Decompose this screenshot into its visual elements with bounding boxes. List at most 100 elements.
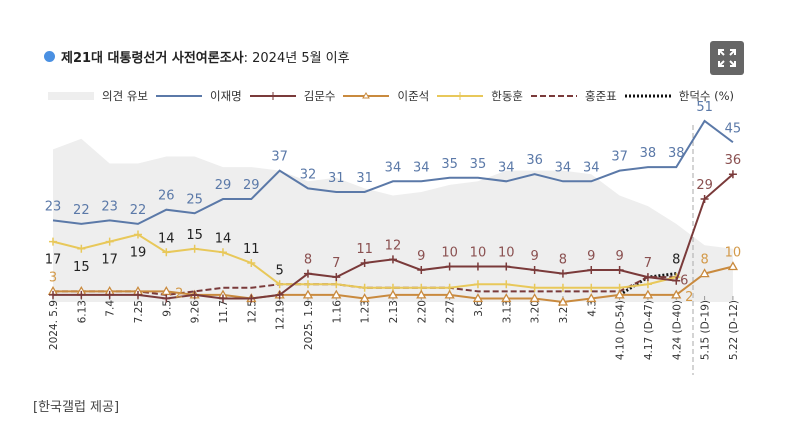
data-point: [473, 280, 482, 289]
legend-item: 김문수: [249, 88, 335, 104]
chart-title: 제21대 대통령선거 사전여론조사 : 2024년 5월 이후: [44, 47, 350, 66]
data-label: 10: [470, 246, 487, 261]
data-label: 35: [470, 157, 487, 172]
x-tick-label: 3.20: [530, 300, 542, 323]
legend-label: 이재명: [209, 89, 242, 103]
data-point: [105, 237, 114, 246]
data-point: [360, 283, 369, 292]
data-point: [331, 289, 342, 299]
data-label: 22: [73, 203, 90, 218]
data-label: 3: [49, 270, 57, 285]
data-label: 8: [559, 253, 567, 268]
data-point: [587, 266, 596, 275]
x-tick-label: 3.13: [501, 300, 513, 323]
data-point: [643, 280, 652, 289]
data-point: [302, 289, 314, 299]
data-point: [530, 283, 539, 292]
data-point: [416, 289, 427, 299]
data-label: 9: [530, 249, 538, 264]
data-label: 11: [243, 242, 260, 257]
data-label: 34: [555, 160, 572, 175]
expand-button[interactable]: [710, 41, 744, 75]
data-point: [133, 290, 142, 299]
data-point: [671, 289, 682, 299]
data-point: [105, 290, 114, 299]
data-point: [49, 290, 57, 299]
x-tick-label: 2.13: [388, 300, 400, 323]
x-tick-label: 4.10 (D-54): [615, 300, 627, 360]
data-point: [642, 289, 654, 299]
legend-item: 한덕수 (%): [624, 88, 734, 104]
x-tick-label: 1.23: [360, 300, 372, 323]
data-label: 26: [158, 189, 175, 204]
x-tick-label: 6.13: [76, 300, 88, 323]
data-label: 15: [186, 228, 203, 243]
data-label: 9: [587, 249, 595, 264]
data-point: [586, 293, 597, 303]
title-bold: 제21대 대통령선거 사전여론조사: [61, 51, 244, 66]
data-point: [502, 280, 511, 289]
data-label: 2: [175, 286, 183, 301]
data-label: 19: [130, 246, 147, 261]
data-label: 25: [186, 192, 203, 207]
data-point: [332, 280, 341, 289]
x-tick-label: 4.3: [586, 300, 598, 317]
legend-label: 한동훈: [491, 89, 523, 103]
data-label: 6: [680, 274, 688, 289]
data-label: 34: [413, 160, 430, 175]
data-label: 8: [304, 253, 312, 268]
series-line-이재명: [52, 119, 734, 225]
x-tick-label: 5.22 (D-12): [728, 300, 740, 360]
chart-legend: 의견 유보 이재명 김문수 이준석 한동훈 홍준표 한덕수 (%): [48, 88, 742, 104]
data-point: [558, 269, 567, 278]
data-label: 37: [271, 150, 288, 165]
data-point: [445, 262, 454, 271]
data-point: [614, 289, 625, 299]
legend-swatch: [530, 95, 577, 97]
data-label: 17: [45, 253, 62, 268]
data-point: [502, 262, 511, 271]
data-point: [303, 269, 312, 278]
data-label: 22: [130, 203, 147, 218]
data-label: 29: [243, 178, 260, 193]
data-point: [727, 261, 739, 271]
x-tick-label: 3.27: [558, 300, 570, 323]
data-point: [303, 280, 312, 289]
data-point: [472, 293, 484, 303]
data-label: 15: [73, 260, 90, 275]
x-tick-label: 9.5: [161, 300, 173, 317]
data-point: [587, 283, 596, 292]
line-chart: 2024. 5.9 6.13 7.4 7.25 9.5 9.26 11.7 12.5 12.19…: [45, 100, 742, 375]
data-label: 37: [611, 150, 628, 165]
data-point: [190, 244, 199, 253]
data-point: [388, 255, 397, 264]
x-tick-label: 5.15 (D-19): [700, 300, 712, 360]
data-point: [275, 280, 284, 289]
x-tick-label: 12.19: [275, 300, 287, 330]
legend-swatch: [437, 92, 484, 100]
data-point: [672, 276, 681, 285]
series-line-홍준표: [53, 276, 677, 296]
data-label: 10: [441, 246, 458, 261]
data-label: 23: [45, 199, 62, 214]
legend-item: 이재명: [155, 88, 242, 104]
data-label: 31: [328, 171, 345, 186]
data-point: [558, 283, 567, 292]
data-label: 45: [725, 121, 742, 136]
data-label: 38: [668, 146, 685, 161]
data-point: [133, 230, 142, 239]
data-point: [615, 266, 624, 275]
data-point: [77, 244, 86, 253]
data-point: [162, 294, 171, 303]
expand-icon: [718, 49, 736, 67]
data-label: 7: [332, 256, 340, 271]
data-point: [275, 290, 284, 299]
data-point: [162, 248, 171, 257]
data-point: [473, 262, 482, 271]
x-tick-label: 2024. 5.9: [48, 300, 60, 350]
data-label: 34: [385, 160, 402, 175]
data-label: 5: [275, 263, 283, 278]
x-tick-label: 2.27: [445, 300, 457, 323]
data-point: [359, 293, 370, 303]
